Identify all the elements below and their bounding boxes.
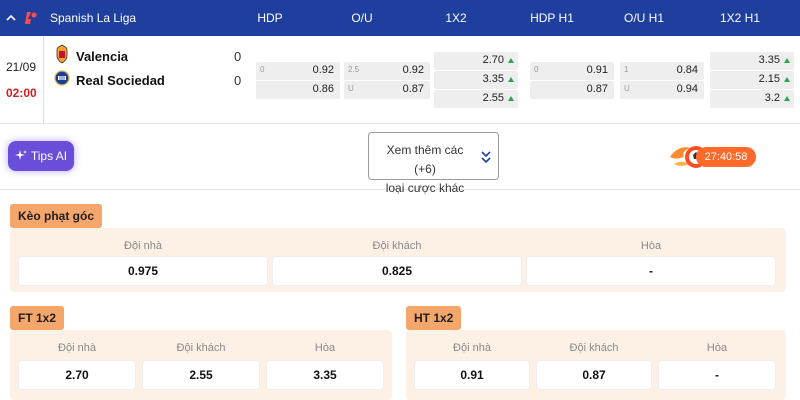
match-datetime: 21/09 02:00 <box>0 36 44 124</box>
double-chevron-down-icon <box>480 150 492 169</box>
sparkle-icon <box>14 150 27 160</box>
ou-h1-over-odds[interactable]: 1 0.84 <box>620 62 704 80</box>
up-arrow-icon <box>784 77 790 82</box>
match-extra-row: Tips AI Xem thêm các (+6) loại cược khác… <box>0 124 800 195</box>
chevron-up-icon[interactable] <box>4 11 18 25</box>
ft-section-title: FT 1x2 <box>10 306 65 330</box>
home-score: 0 <box>234 49 242 64</box>
league-title-area[interactable]: Spanish La Liga <box>0 0 248 36</box>
x12-home-odds[interactable]: 2.70 <box>434 52 518 70</box>
home-team[interactable]: Valencia <box>54 44 129 69</box>
up-arrow-icon <box>508 58 514 63</box>
tips-ai-label: Tips AI <box>30 149 68 163</box>
valencia-crest-icon <box>54 44 70 69</box>
ht-home-odds[interactable]: 0.91 <box>414 360 530 390</box>
match-time: 02:00 <box>6 86 37 100</box>
ft-home-label: Đội nhà <box>58 342 96 354</box>
col-1x2-h1: 1X2 H1 <box>719 11 761 25</box>
col-ou: O/U <box>351 11 373 25</box>
up-arrow-icon <box>784 96 790 101</box>
more-bets-line1: Xem thêm các (+6) <box>386 143 464 176</box>
ft-away-label: Đội khách <box>176 342 226 354</box>
ou-over-odds[interactable]: 2.5 0.92 <box>344 62 430 80</box>
match-date: 21/09 <box>6 60 37 74</box>
ht-away-label: Đội khách <box>569 342 619 354</box>
col-hdp: HDP <box>257 11 283 25</box>
x12-h1-away-odds[interactable]: 2.15 <box>710 71 794 89</box>
up-arrow-icon <box>508 77 514 82</box>
away-team-name: Real Sociedad <box>76 72 165 88</box>
tips-ai-button[interactable]: Tips AI <box>8 141 74 171</box>
more-bets-button[interactable]: Xem thêm các (+6) loại cược khác <box>368 132 499 195</box>
league-name: Spanish La Liga <box>50 11 137 25</box>
away-team[interactable]: Real Sociedad <box>54 68 165 93</box>
hdp-h1-home-odds[interactable]: 0 0.91 <box>530 62 614 80</box>
hdp-home-odds[interactable]: 0 0.92 <box>256 62 340 80</box>
ft-draw-label: Hòa <box>314 342 336 354</box>
countdown-time: 27:40:58 <box>696 147 756 167</box>
corner-away-odds[interactable]: 0.825 <box>272 256 522 286</box>
corner-section: Đội nhà Đội khách Hòa 0.975 0.825 - <box>10 228 786 292</box>
ht-draw-odds[interactable]: - <box>658 360 776 390</box>
more-bets-line2: loại cược khác <box>385 181 465 195</box>
ht-section-title: HT 1x2 <box>406 306 462 330</box>
corner-home-odds[interactable]: 0.975 <box>18 256 268 286</box>
col-1x2: 1X2 <box>445 11 467 25</box>
ft-home-odds[interactable]: 2.70 <box>18 360 136 390</box>
home-team-name: Valencia <box>76 48 129 64</box>
corner-draw-label: Hòa <box>640 240 662 252</box>
hdp-away-odds[interactable]: 0.86 <box>256 81 340 99</box>
corner-home-label: Đội nhà <box>124 240 162 252</box>
la-liga-logo-icon <box>24 10 38 26</box>
x12-h1-home-odds[interactable]: 3.35 <box>710 52 794 70</box>
hdp-h1-away-odds[interactable]: 0.87 <box>530 81 614 99</box>
real-sociedad-crest-icon <box>54 68 70 93</box>
up-arrow-icon <box>508 96 514 101</box>
x12-away-odds[interactable]: 3.35 <box>434 71 518 89</box>
corner-draw-odds[interactable]: - <box>526 256 776 286</box>
ht-draw-label: Hòa <box>706 342 728 354</box>
col-ou-h1: O/U H1 <box>623 11 664 25</box>
match-row: 21/09 02:00 Valencia 0 Real Sociedad 0 0… <box>0 36 800 124</box>
ft-away-odds[interactable]: 2.55 <box>142 360 260 390</box>
countdown-badge: 27:40:58 <box>668 140 760 174</box>
ou-under-odds[interactable]: U 0.87 <box>344 81 430 99</box>
away-score: 0 <box>234 73 242 88</box>
x12-h1-draw-odds[interactable]: 3.2 <box>710 90 794 108</box>
ht-section: Đội nhà Đội khách Hòa 0.91 0.87 - <box>406 330 786 400</box>
ft-section: Đội nhà Đội khách Hòa 2.70 2.55 3.35 <box>10 330 392 400</box>
corner-section-title: Kèo phạt góc <box>10 204 103 228</box>
col-hdp-h1: HDP H1 <box>530 11 574 25</box>
up-arrow-icon <box>784 58 790 63</box>
corner-away-label: Đội khách <box>372 240 422 252</box>
league-header: Spanish La Liga HDP O/U 1X2 HDP H1 O/U H… <box>0 0 800 36</box>
ht-home-label: Đội nhà <box>453 342 491 354</box>
ft-draw-odds[interactable]: 3.35 <box>266 360 384 390</box>
ht-away-odds[interactable]: 0.87 <box>536 360 652 390</box>
ou-h1-under-odds[interactable]: U 0.94 <box>620 81 704 99</box>
x12-draw-odds[interactable]: 2.55 <box>434 90 518 108</box>
